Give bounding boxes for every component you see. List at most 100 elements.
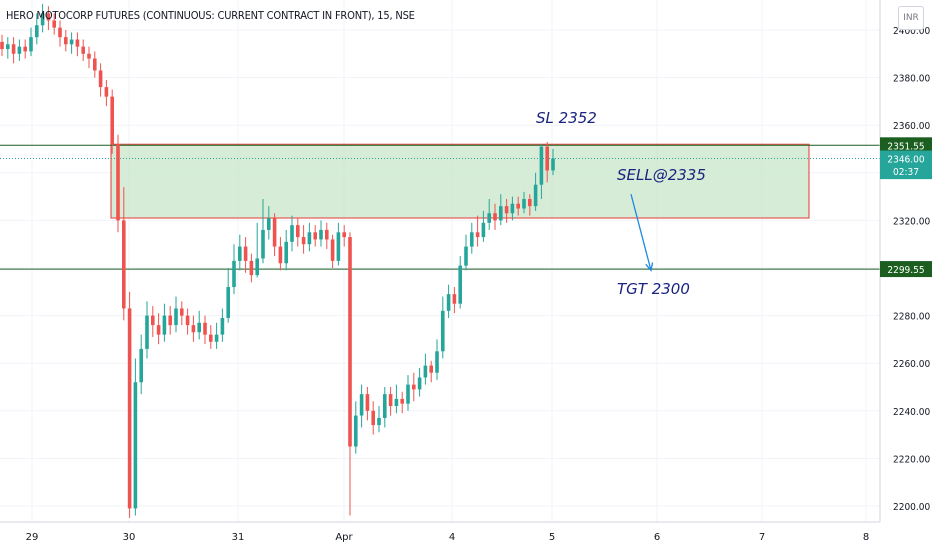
candle-body bbox=[406, 384, 410, 404]
candle bbox=[301, 225, 306, 254]
candle-body bbox=[284, 241, 288, 264]
candle bbox=[243, 237, 248, 273]
candle bbox=[383, 387, 387, 428]
candle-body bbox=[412, 384, 416, 390]
candle bbox=[75, 32, 80, 57]
candle bbox=[493, 203, 497, 230]
candle bbox=[69, 32, 74, 54]
time-tick-label: 4 bbox=[449, 532, 455, 543]
candle bbox=[394, 384, 399, 414]
candle bbox=[104, 79, 109, 107]
candle bbox=[504, 198, 509, 223]
candle-body bbox=[394, 398, 399, 407]
candle-body bbox=[255, 258, 259, 276]
candle-body bbox=[249, 260, 254, 276]
candle-body bbox=[423, 365, 428, 378]
candle bbox=[423, 353, 428, 385]
candle-body bbox=[139, 348, 143, 383]
candle bbox=[58, 20, 62, 47]
candle-body bbox=[435, 351, 439, 373]
currency-badge[interactable]: INR bbox=[898, 6, 924, 30]
candle-body bbox=[301, 237, 306, 245]
candle-body bbox=[209, 334, 213, 342]
candle bbox=[23, 39, 27, 59]
candle bbox=[249, 253, 254, 283]
candle-body bbox=[29, 37, 33, 52]
candle-body bbox=[203, 322, 207, 335]
candle bbox=[185, 308, 190, 335]
candle bbox=[475, 215, 480, 247]
candle-body bbox=[487, 213, 491, 223]
candle bbox=[93, 51, 97, 78]
candle-body bbox=[87, 53, 91, 59]
candle bbox=[46, 6, 51, 30]
time-axis[interactable]: 29 30 31 Apr 4 5 6 7 8 bbox=[0, 521, 880, 543]
candle bbox=[481, 210, 486, 242]
price-tag: 2299.55 bbox=[880, 261, 932, 278]
candle bbox=[510, 196, 515, 221]
candle bbox=[214, 322, 219, 349]
candle-body bbox=[510, 203, 515, 214]
candle bbox=[371, 401, 375, 435]
annotations: SL 2352 SELL@2335 TGT 2300 bbox=[536, 109, 706, 298]
candle-body bbox=[40, 13, 45, 26]
candle-body bbox=[330, 239, 335, 261]
candle bbox=[325, 222, 329, 249]
candle-body bbox=[551, 158, 555, 171]
price-axis[interactable]: 2200.002220.002240.002260.002280.002300.… bbox=[879, 0, 930, 522]
candles bbox=[0, 3, 555, 518]
candle-body bbox=[354, 415, 358, 447]
price-tag-label: 02:37 bbox=[893, 167, 919, 178]
candle-body bbox=[110, 96, 114, 145]
candle-body bbox=[388, 394, 393, 407]
candle bbox=[272, 213, 277, 257]
candle-body bbox=[168, 315, 172, 326]
candle-body bbox=[313, 232, 317, 240]
candle bbox=[464, 234, 468, 271]
candle bbox=[290, 215, 294, 252]
price-tag: 02:37 bbox=[880, 163, 932, 180]
candle-body bbox=[522, 198, 526, 209]
candle bbox=[197, 310, 201, 340]
candle-body bbox=[261, 229, 265, 259]
candle-body bbox=[104, 87, 109, 97]
candle-body bbox=[232, 260, 236, 288]
price-tag: 2346.00 bbox=[880, 150, 932, 167]
candle bbox=[168, 306, 172, 335]
candle-body bbox=[238, 246, 242, 261]
price-tag-label: 2351.55 bbox=[887, 141, 924, 152]
candle bbox=[191, 315, 196, 342]
price-tick-label: 2200.00 bbox=[893, 502, 930, 513]
candle bbox=[470, 222, 474, 254]
price-tick-label: 2240.00 bbox=[893, 407, 930, 418]
candle bbox=[151, 306, 155, 338]
candle-body bbox=[499, 206, 503, 221]
candle-body bbox=[174, 308, 178, 326]
candle-body bbox=[342, 232, 346, 238]
candle-body bbox=[504, 206, 509, 214]
candle-body bbox=[365, 394, 370, 411]
candle bbox=[174, 296, 178, 333]
candle-body bbox=[151, 315, 155, 326]
candle-body bbox=[545, 146, 549, 171]
symbol-title: HERO MOTOCORP FUTURES (CONTINUOUS: CURRE… bbox=[6, 9, 415, 22]
time-tick-label: 8 bbox=[863, 532, 869, 543]
candle-body bbox=[493, 213, 497, 221]
candle-body bbox=[278, 246, 283, 264]
candle-body bbox=[116, 144, 120, 221]
candle bbox=[551, 149, 555, 176]
candle bbox=[139, 334, 143, 395]
candle bbox=[487, 198, 491, 230]
candle-body bbox=[133, 382, 138, 509]
time-tick-label: Apr bbox=[335, 532, 353, 543]
candle-body bbox=[145, 315, 149, 349]
price-tick-label: 2400.00 bbox=[893, 26, 930, 37]
candle bbox=[539, 144, 544, 199]
price-tick-label: 2220.00 bbox=[893, 454, 930, 465]
candle bbox=[0, 34, 4, 57]
price-tag-label: 2346.00 bbox=[887, 155, 924, 166]
candle-body bbox=[46, 13, 51, 21]
chart-grid bbox=[0, 0, 880, 522]
price-tick-label: 2260.00 bbox=[893, 359, 930, 370]
